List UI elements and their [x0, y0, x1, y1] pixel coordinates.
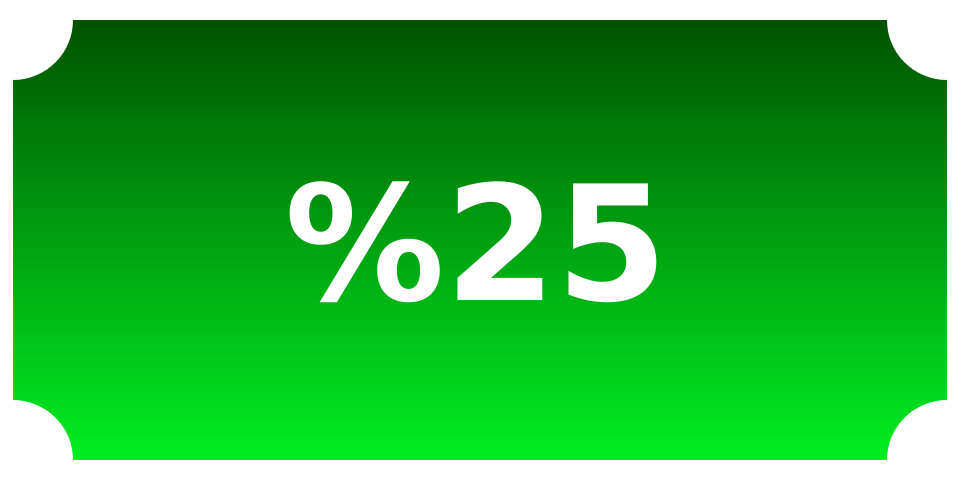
discount-label: %25 [285, 151, 668, 338]
ticket-shape [13, 20, 947, 460]
